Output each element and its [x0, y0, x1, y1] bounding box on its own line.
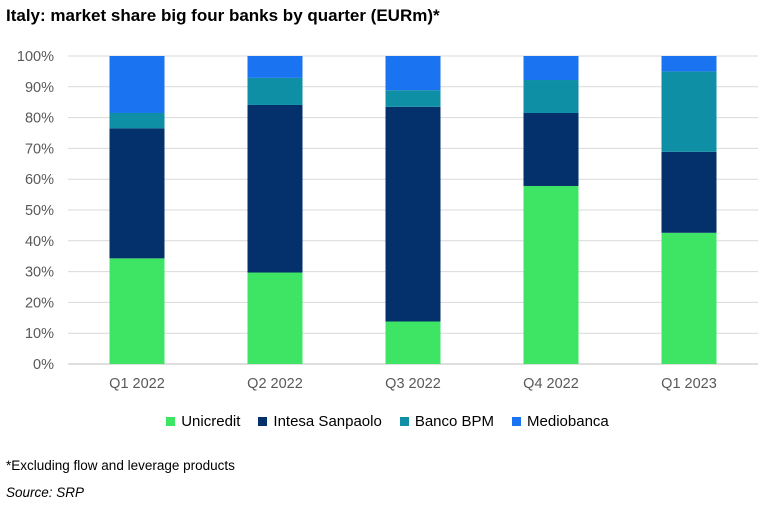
bar-segment — [385, 106, 441, 322]
bar-segment — [109, 112, 165, 129]
legend-label: Intesa Sanpaolo — [273, 413, 382, 430]
y-tick-label: 10% — [25, 326, 54, 342]
bar-segment — [109, 56, 165, 113]
y-tick-label: 70% — [25, 141, 54, 157]
legend-label: Banco BPM — [414, 413, 495, 430]
bar-segment — [385, 56, 441, 91]
y-tick-label: 80% — [25, 111, 54, 127]
y-tick-label: 90% — [25, 80, 54, 96]
stacked-bar-chart: 0% 10% 20% 30% 40% 50% 60% 70% 80% 90% 100% Q1 2022… — [17, 49, 758, 392]
legend-item-mediobanca: Mediobanca — [512, 413, 609, 430]
x-tick-label: Q4 2022 — [523, 376, 579, 392]
bar-segment — [661, 151, 717, 233]
chart-title: Italy: market share big four banks by qu… — [6, 6, 440, 25]
legend-item-intesa-sanpaolo: Intesa Sanpaolo — [258, 413, 382, 430]
bar-segment — [247, 104, 303, 273]
x-tick-label: Q2 2022 — [247, 376, 303, 392]
legend-swatch — [512, 417, 522, 426]
y-tick-label: 30% — [25, 265, 54, 281]
x-tick-label: Q1 2022 — [109, 376, 165, 392]
legend-item-banco-bpm: Banco BPM — [399, 413, 495, 430]
legend-swatch — [258, 417, 268, 426]
bar-segment — [109, 258, 165, 364]
bar-segment — [661, 232, 717, 364]
footnote: *Excluding flow and leverage products — [6, 458, 235, 473]
source-note: Source: SRP — [6, 485, 85, 500]
bar-segment — [523, 80, 579, 113]
y-tick-label: 100% — [17, 49, 54, 65]
chart-legend: Unicredit Intesa Sanpaolo Banco BPM Medi… — [0, 413, 775, 430]
bar-segment — [661, 71, 717, 152]
bar-segment — [523, 112, 579, 186]
legend-item-unicredit: Unicredit — [166, 413, 240, 430]
y-tick-label: 40% — [25, 234, 54, 250]
bar-segment — [247, 77, 303, 105]
legend-swatch — [166, 417, 176, 426]
bar-segment — [385, 321, 441, 364]
y-tick-label: 20% — [25, 295, 54, 311]
bar-segment — [385, 90, 441, 107]
y-tick-label: 0% — [33, 357, 54, 373]
bar-segment — [109, 128, 165, 259]
y-tick-label: 50% — [25, 203, 54, 219]
legend-label: Unicredit — [181, 413, 241, 430]
x-tick-label: Q3 2022 — [385, 376, 441, 392]
bar-segment — [247, 272, 303, 364]
bar-segment — [661, 56, 717, 72]
bar-segment — [523, 185, 579, 364]
x-tick-label: Q1 2023 — [661, 376, 717, 392]
y-tick-label: 60% — [25, 172, 54, 188]
bar-segment — [247, 56, 303, 78]
bar-segment — [523, 56, 579, 81]
legend-label: Mediobanca — [527, 413, 609, 430]
legend-swatch — [399, 417, 409, 426]
